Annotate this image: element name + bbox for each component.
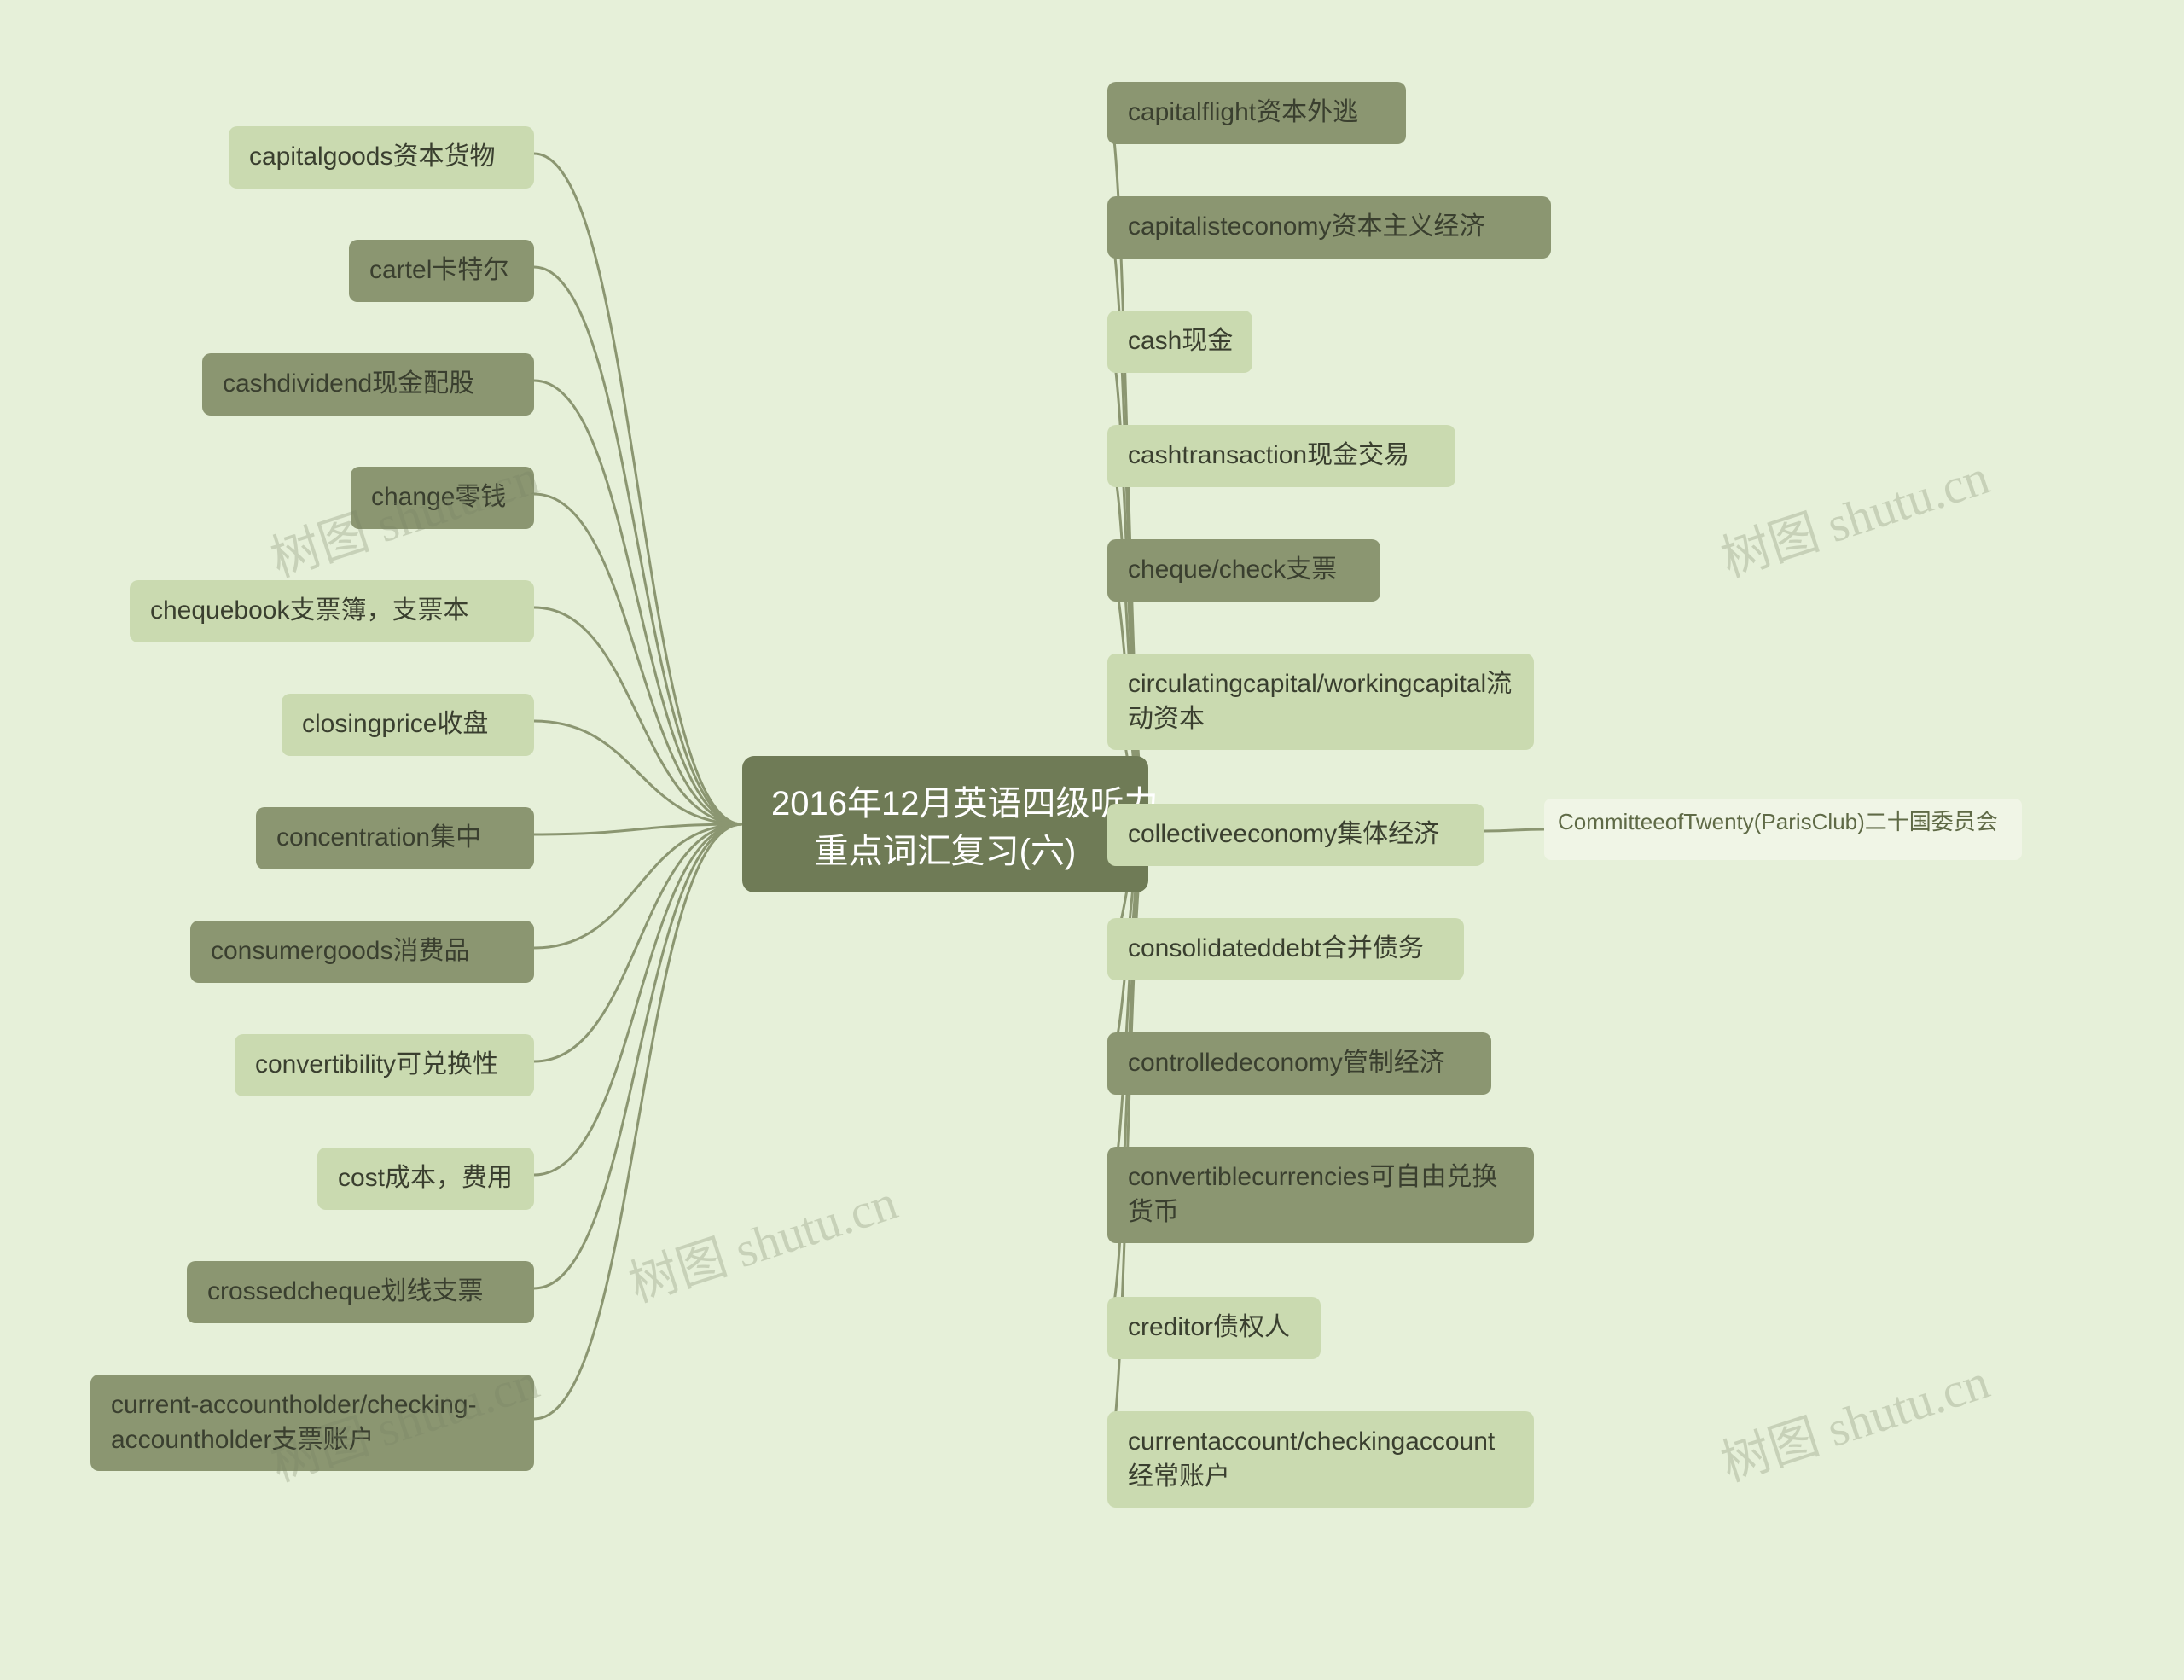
right-node-1[interactable]: capitalisteconomy资本主义经济 — [1107, 196, 1551, 259]
watermark: 树图 shutu.cn — [1711, 437, 1996, 590]
node-label: cost成本，费用 — [338, 1164, 513, 1192]
left-node-8[interactable]: convertibility可兑换性 — [235, 1034, 534, 1096]
connector — [534, 607, 742, 824]
node-label: concentration集中 — [276, 823, 481, 852]
node-label: cashtransaction现金交易 — [1128, 441, 1409, 469]
right-node-9[interactable]: convertiblecurrencies可自由兑换货币 — [1107, 1147, 1534, 1243]
right-node-0[interactable]: capitalflight资本外逃 — [1107, 82, 1406, 144]
leaf-node[interactable]: CommitteeofTwenty(ParisClub)二十国委员会 — [1544, 799, 2022, 860]
node-label: consolidateddebt合并债务 — [1128, 934, 1424, 962]
watermark: 树图 shutu.cn — [619, 1162, 904, 1316]
connector — [534, 824, 742, 1061]
node-label: collectiveeconomy集体经济 — [1128, 820, 1439, 848]
left-node-6[interactable]: concentration集中 — [256, 807, 534, 869]
left-node-7[interactable]: consumergoods消费品 — [190, 921, 534, 983]
mindmap-canvas: 2016年12月英语四级听力重点词汇复习(六) capitalgoods资本货物 c… — [0, 0, 2184, 1680]
node-label: cartel卡特尔 — [369, 256, 508, 284]
node-label: chequebook支票簿，支票本 — [150, 596, 468, 625]
connector — [534, 824, 742, 948]
right-node-5[interactable]: circulatingcapital/workingcapital流动资本 — [1107, 654, 1534, 750]
left-node-11[interactable]: current-accountholder/checking-accountho… — [90, 1375, 534, 1471]
right-node-10[interactable]: creditor债权人 — [1107, 1297, 1321, 1359]
node-label: capitalgoods资本货物 — [249, 142, 495, 171]
node-label: convertiblecurrencies可自由兑换货币 — [1128, 1163, 1497, 1226]
right-node-2[interactable]: cash现金 — [1107, 311, 1252, 373]
root-node[interactable]: 2016年12月英语四级听力重点词汇复习(六) — [742, 756, 1148, 892]
node-label: controlledeconomy管制经济 — [1128, 1049, 1445, 1077]
node-label: change零钱 — [371, 483, 506, 511]
root-label-1: 2016年12月英语四级听力 — [771, 780, 1119, 828]
watermark: 树图 shutu.cn — [1711, 1341, 1996, 1495]
connector — [534, 824, 742, 1419]
left-node-0[interactable]: capitalgoods资本货物 — [229, 126, 534, 189]
leaf-label: CommitteeofTwenty(ParisClub)二十国委员会 — [1558, 809, 1998, 834]
right-node-3[interactable]: cashtransaction现金交易 — [1107, 425, 1455, 487]
node-label: closingprice收盘 — [302, 710, 488, 738]
connector — [534, 494, 742, 824]
connector — [534, 824, 742, 1288]
node-label: capitalisteconomy资本主义经济 — [1128, 212, 1484, 241]
node-label: currentaccount/checkingaccount经常账户 — [1128, 1427, 1495, 1491]
node-label: crossedcheque划线支票 — [207, 1277, 483, 1305]
root-label-2: 重点词汇复习(六) — [771, 828, 1119, 875]
left-node-3[interactable]: change零钱 — [351, 467, 534, 529]
connector — [534, 824, 742, 834]
right-node-8[interactable]: controlledeconomy管制经济 — [1107, 1032, 1491, 1095]
connector — [534, 824, 742, 1175]
connector — [1484, 829, 1544, 831]
node-label: cash现金 — [1128, 327, 1233, 355]
right-node-7[interactable]: consolidateddebt合并债务 — [1107, 918, 1464, 980]
node-label: capitalflight资本外逃 — [1128, 98, 1358, 126]
left-node-5[interactable]: closingprice收盘 — [282, 694, 534, 756]
connector — [534, 381, 742, 824]
node-label: creditor债权人 — [1128, 1313, 1290, 1341]
node-label: cashdividend现金配股 — [223, 369, 474, 398]
left-node-9[interactable]: cost成本，费用 — [317, 1148, 534, 1210]
node-label: cheque/check支票 — [1128, 555, 1337, 584]
right-node-6[interactable]: collectiveeconomy集体经济 — [1107, 804, 1484, 866]
node-label: consumergoods消费品 — [211, 937, 469, 965]
node-label: convertibility可兑换性 — [255, 1050, 498, 1078]
left-node-2[interactable]: cashdividend现金配股 — [202, 353, 534, 416]
node-label: circulatingcapital/workingcapital流动资本 — [1128, 670, 1512, 733]
left-node-1[interactable]: cartel卡特尔 — [349, 240, 534, 302]
connector — [534, 721, 742, 824]
connector — [534, 154, 742, 824]
left-node-4[interactable]: chequebook支票簿，支票本 — [130, 580, 534, 642]
connector — [534, 267, 742, 824]
left-node-10[interactable]: crossedcheque划线支票 — [187, 1261, 534, 1323]
right-node-4[interactable]: cheque/check支票 — [1107, 539, 1380, 602]
node-label: current-accountholder/checking-accountho… — [111, 1391, 477, 1454]
right-node-11[interactable]: currentaccount/checkingaccount经常账户 — [1107, 1411, 1534, 1508]
